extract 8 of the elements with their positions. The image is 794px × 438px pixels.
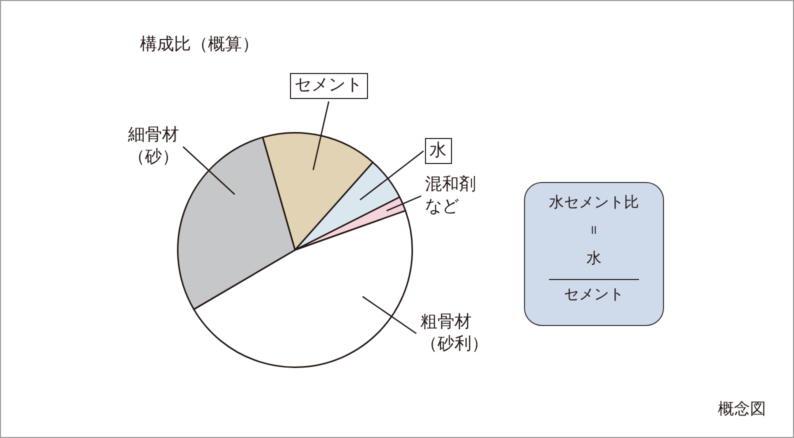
formula-panel: 水セメント比 ＝ 水 セメント	[524, 182, 664, 326]
slice-label: 細骨材（砂）	[127, 125, 180, 168]
text: 概念図	[718, 399, 766, 418]
slice-label: セメント	[294, 74, 363, 95]
chart-title: 構成比（概算）	[140, 34, 259, 54]
legend-label: 混和剤など	[425, 174, 476, 216]
slice-label: 粗骨材（砂利）	[420, 312, 488, 354]
slice-label: 水	[430, 140, 447, 160]
